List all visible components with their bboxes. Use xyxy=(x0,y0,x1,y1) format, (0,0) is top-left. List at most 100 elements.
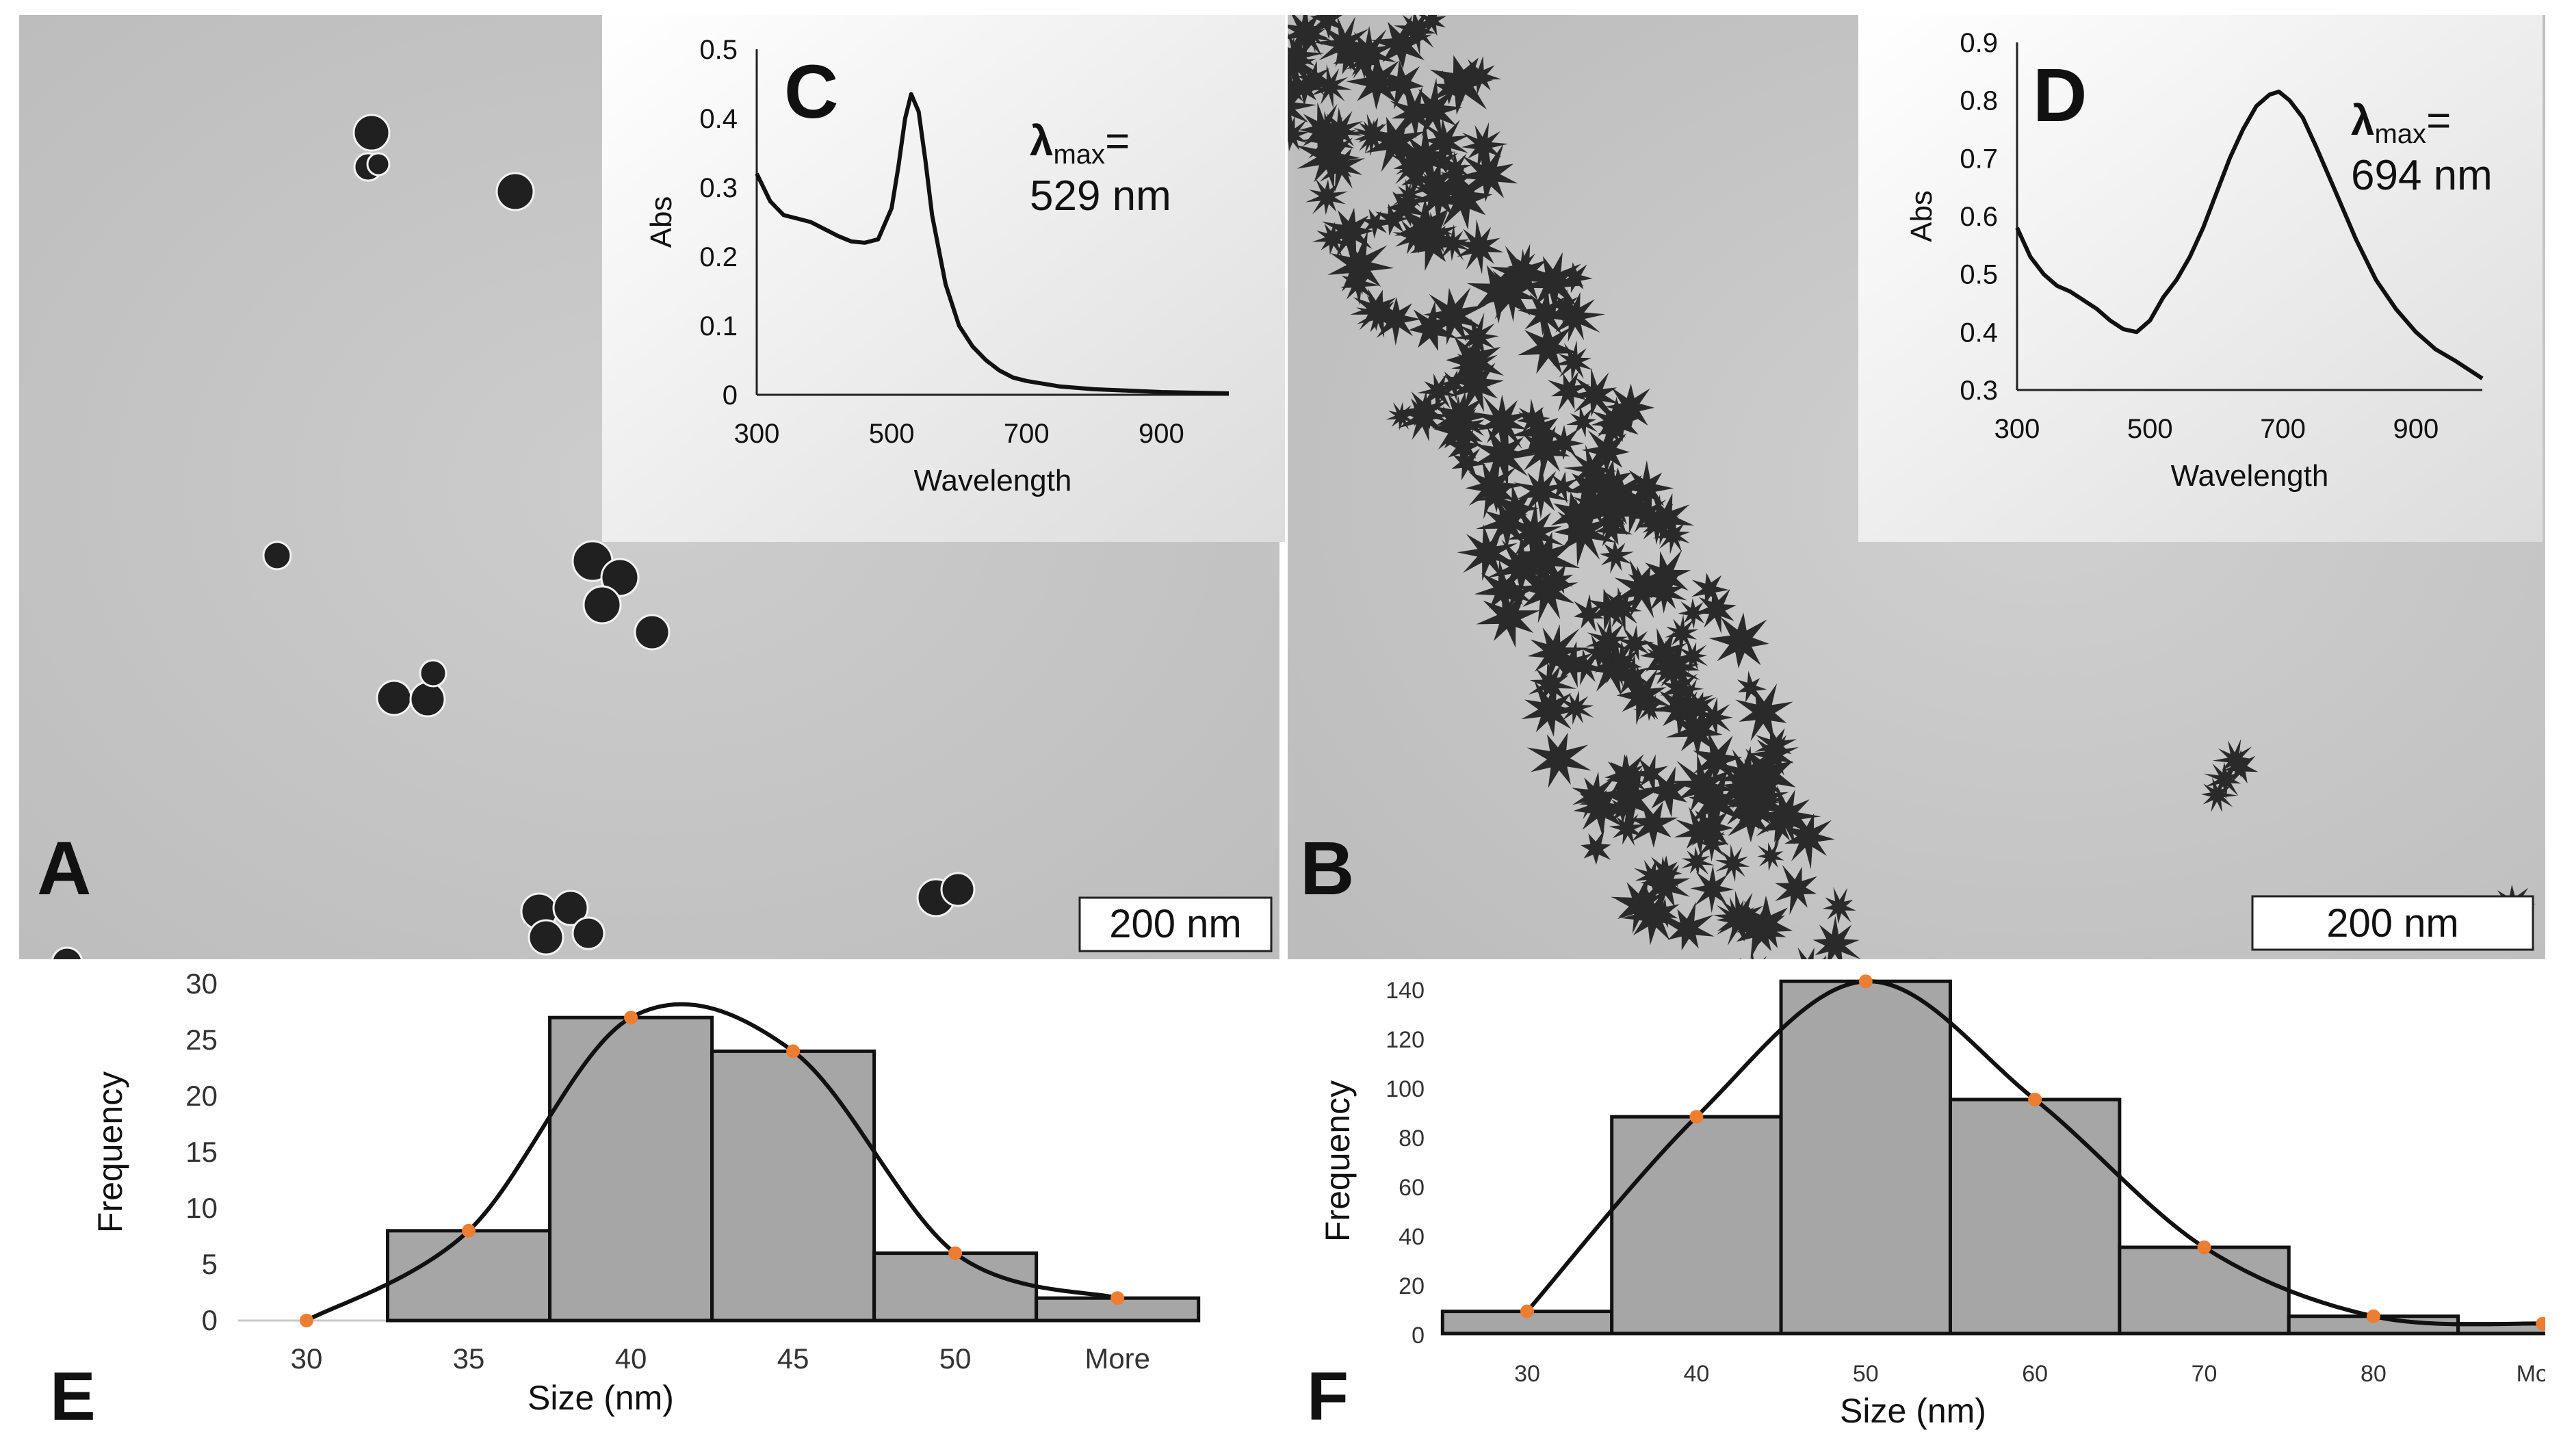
nanoparticle xyxy=(262,541,292,571)
nanostar xyxy=(1572,367,1620,417)
nanostar xyxy=(1616,663,1672,725)
nanostar xyxy=(1694,697,1733,737)
nanostar xyxy=(1370,15,1432,69)
x-tick-label: 700 xyxy=(1004,419,1050,449)
x-tick-label: 30 xyxy=(291,1342,323,1375)
nanostar xyxy=(1392,220,1432,255)
panel-label-d: D xyxy=(2033,53,2087,138)
nanostar xyxy=(1451,446,1486,481)
nanostar xyxy=(1316,144,1366,192)
nanostar xyxy=(1455,142,1518,203)
nanostar xyxy=(1345,41,1381,80)
nanoparticle xyxy=(634,614,671,651)
y-tick-label: 0.5 xyxy=(699,35,738,65)
nanostar xyxy=(1392,122,1455,189)
nanostar xyxy=(1609,811,1646,846)
nanostar xyxy=(1674,806,1726,855)
y-tick-label: 60 xyxy=(1399,1175,1425,1201)
x-tick-label: 50 xyxy=(939,1342,972,1375)
nanostar xyxy=(1431,391,1487,447)
nanoparticle xyxy=(600,558,640,597)
nanostar xyxy=(1553,497,1617,567)
y-tick-label: 5 xyxy=(202,1248,218,1280)
nanostar xyxy=(1351,114,1392,154)
nanostar xyxy=(1439,151,1472,186)
y-tick-label: 10 xyxy=(185,1192,218,1224)
nanostar xyxy=(1365,113,1425,172)
nanostar xyxy=(1822,887,1856,924)
absorbance-line xyxy=(755,92,1230,395)
nanostar xyxy=(1299,102,1351,155)
nanostar xyxy=(1737,671,1767,703)
nanostar xyxy=(1459,55,1502,95)
nanostar xyxy=(1640,627,1690,679)
nanostar xyxy=(1376,60,1424,109)
nanostar xyxy=(1518,320,1578,374)
nanostar xyxy=(1511,407,1564,455)
y-tick-label: 0 xyxy=(1412,1323,1425,1349)
nanostar xyxy=(1490,244,1555,302)
histogram-bar xyxy=(1779,979,1952,1336)
nanostar xyxy=(1547,371,1590,412)
nanostar xyxy=(1559,262,1593,294)
nanostar xyxy=(1375,203,1409,236)
data-point-marker xyxy=(2197,1240,2211,1254)
nanostar xyxy=(1600,539,1634,574)
nanostar xyxy=(1272,68,1312,107)
histogram-bar xyxy=(386,1229,552,1323)
nanostar xyxy=(1390,86,1440,140)
nanostar xyxy=(1549,291,1606,342)
nanostar xyxy=(1680,688,1717,725)
nanostar xyxy=(1600,768,1659,829)
nanoparticle xyxy=(376,679,413,716)
nanostar xyxy=(1708,612,1769,668)
nanostar xyxy=(1487,535,1555,595)
nanostar xyxy=(1435,224,1470,261)
nanostar xyxy=(1350,288,1401,331)
data-point-marker xyxy=(624,1011,638,1025)
x-axis-title: Wavelength xyxy=(914,464,1072,497)
y-tick-label: 0.5 xyxy=(1960,260,1998,290)
nanostar xyxy=(1574,594,1604,632)
x-tick-label: 50 xyxy=(1853,1361,1879,1387)
nanostar xyxy=(1327,230,1394,296)
panel-label-c: C xyxy=(784,50,838,134)
y-tick-label: 15 xyxy=(185,1136,218,1168)
histogram-chart-f: F 0 20 40 60 80 100 120 140 30 40 50 60 70 80 More Size… xyxy=(1307,974,2561,1435)
histogram-bar xyxy=(548,1015,714,1323)
data-point-marker xyxy=(948,1246,963,1260)
nanostar xyxy=(1652,676,1715,738)
nanostar xyxy=(2200,777,2238,813)
y-tick-label: 0 xyxy=(723,380,738,411)
scale-bar-label-a: 200 nm xyxy=(1109,902,1241,946)
nanostar xyxy=(1374,297,1421,346)
nanostar xyxy=(1552,340,1593,382)
nanostar xyxy=(1423,287,1487,345)
y-tick-label: 40 xyxy=(1399,1224,1425,1250)
nanostar xyxy=(1475,499,1537,549)
y-tick-label: 0.3 xyxy=(1960,376,1998,406)
nanostar xyxy=(1775,865,1818,915)
nanostar xyxy=(1631,754,1669,794)
nanostar xyxy=(1408,167,1470,226)
nanoparticle xyxy=(528,919,564,956)
nanostar xyxy=(1305,178,1349,216)
x-tick-label: 500 xyxy=(2127,414,2173,444)
y-tick-label: 0.2 xyxy=(699,242,738,272)
absorbance-line xyxy=(2015,90,2484,380)
x-tick-label: 500 xyxy=(869,419,915,449)
nanostar xyxy=(1621,885,1684,946)
nanostar xyxy=(2204,761,2244,801)
x-tick-label: 700 xyxy=(2260,414,2306,444)
scale-bar-box-b xyxy=(2251,895,2534,951)
nanostar xyxy=(1411,211,1459,259)
nanostar xyxy=(1453,312,1499,359)
x-tick-label: 35 xyxy=(453,1342,485,1375)
data-point-marker xyxy=(1110,1291,1125,1305)
y-tick-label: 0.4 xyxy=(1960,317,1998,348)
nanostar xyxy=(1635,494,1680,546)
nanostar xyxy=(1606,754,1644,797)
nanoparticle xyxy=(352,114,391,152)
y-axis-title: Frequency xyxy=(1318,1080,1357,1242)
spectrum-inset-d: D 0.3 0.4 0.5 0.6 0.7 0.8 0.9 300 500 700 900 Wavel… xyxy=(1858,15,2543,542)
